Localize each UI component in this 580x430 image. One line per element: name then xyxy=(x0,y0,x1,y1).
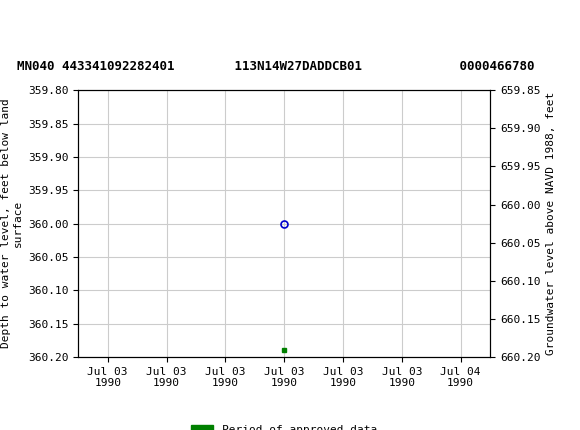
Text: MN040 443341092282401        113N14W27DADDCB01             0000466780: MN040 443341092282401 113N14W27DADDCB01 … xyxy=(17,60,535,73)
Legend: Period of approved data: Period of approved data xyxy=(187,421,382,430)
Text: USGS: USGS xyxy=(32,16,92,35)
Y-axis label: Depth to water level, feet below land
surface: Depth to water level, feet below land su… xyxy=(1,99,23,348)
Text: ▒: ▒ xyxy=(7,11,22,40)
Y-axis label: Groundwater level above NAVD 1988, feet: Groundwater level above NAVD 1988, feet xyxy=(546,92,556,355)
